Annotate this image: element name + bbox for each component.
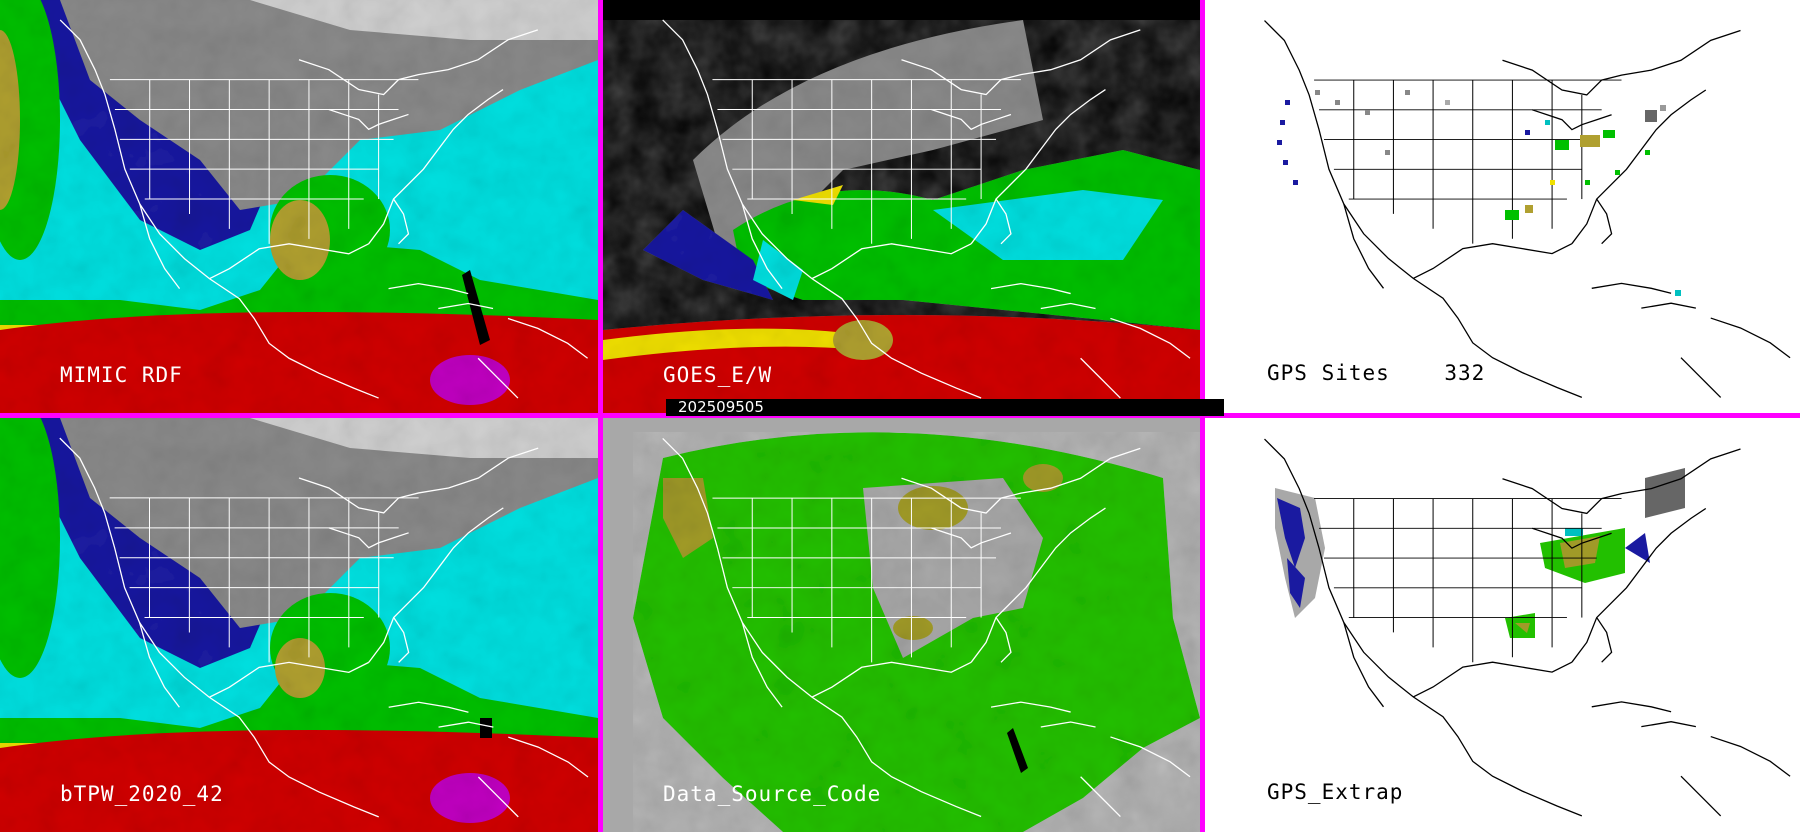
- panel-gps-sites: GPS Sites 332: [1205, 0, 1800, 413]
- panel-mimic-rdf: MIMIC RDF: [0, 0, 598, 413]
- gps-site-map: [1263, 19, 1791, 399]
- panel-data-source: Data_Source_Code: [603, 418, 1200, 832]
- panel-label: MIMIC RDF: [60, 363, 183, 387]
- gps-site-markers: [1277, 90, 1681, 296]
- tpw-map-goes: [603, 0, 1200, 413]
- panel-btpw: bTPW_2020_42: [0, 418, 598, 832]
- tpw-map-mimic: [0, 0, 598, 413]
- tpw-map-btpw: [0, 418, 598, 832]
- gps-extrap-map: [1263, 438, 1791, 817]
- panel-label: GOES_E/W: [663, 363, 773, 387]
- panel-label: GPS_Extrap: [1267, 780, 1404, 804]
- timestamp-label: 202509505: [666, 399, 1224, 416]
- panel-label: bTPW_2020_42: [60, 782, 224, 806]
- panel-gps-extrap: GPS_Extrap: [1205, 418, 1800, 832]
- panel-label: GPS Sites 332: [1267, 361, 1486, 385]
- panel-label: Data_Source_Code: [663, 782, 882, 806]
- data-source-map: [603, 418, 1200, 832]
- panel-goes: GOES_E/W: [603, 0, 1200, 413]
